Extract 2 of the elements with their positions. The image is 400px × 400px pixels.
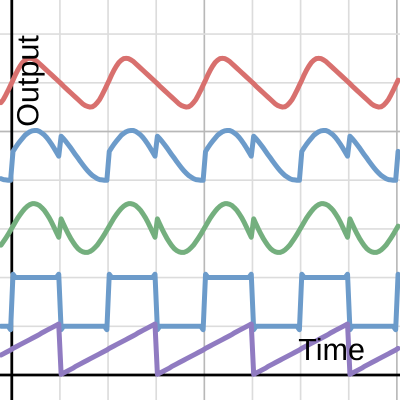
y-axis-title: Output bbox=[16, 35, 45, 126]
x-axis-title: Time bbox=[298, 338, 364, 360]
